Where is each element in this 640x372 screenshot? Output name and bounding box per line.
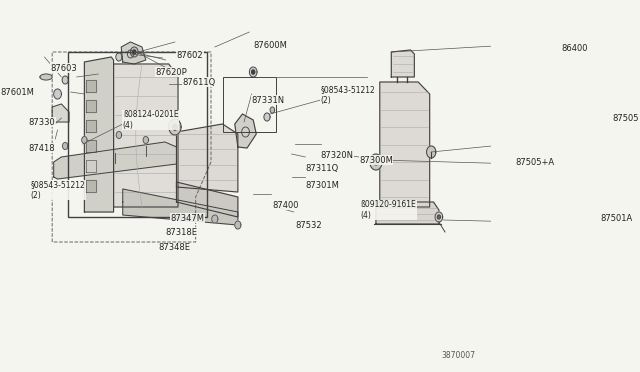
Text: 87400: 87400 <box>273 201 299 209</box>
Text: 87600M: 87600M <box>253 41 287 49</box>
Text: 87505+A: 87505+A <box>516 157 555 167</box>
Polygon shape <box>132 50 136 54</box>
Polygon shape <box>391 50 414 77</box>
Polygon shape <box>127 50 134 58</box>
Polygon shape <box>86 160 96 172</box>
Text: 87301M: 87301M <box>305 180 339 189</box>
Polygon shape <box>435 212 443 222</box>
Polygon shape <box>264 113 270 121</box>
Polygon shape <box>376 202 439 224</box>
Text: ß08124-0201E
(4): ß08124-0201E (4) <box>123 110 179 130</box>
Polygon shape <box>131 47 138 57</box>
Text: 87620P: 87620P <box>155 67 187 77</box>
Text: 87300M: 87300M <box>359 155 393 164</box>
Text: §08543-51212
(2): §08543-51212 (2) <box>321 85 376 105</box>
Polygon shape <box>252 70 255 74</box>
Polygon shape <box>123 189 238 225</box>
Text: 87331N: 87331N <box>252 96 285 105</box>
Polygon shape <box>63 142 68 150</box>
Text: 87501A: 87501A <box>600 214 632 222</box>
Polygon shape <box>121 42 146 64</box>
Text: 87311Q: 87311Q <box>305 164 339 173</box>
Text: §08543-51212
(2): §08543-51212 (2) <box>31 180 86 200</box>
Polygon shape <box>86 80 96 92</box>
Text: 87318E: 87318E <box>166 228 198 237</box>
Polygon shape <box>54 142 177 179</box>
Polygon shape <box>40 74 52 80</box>
Polygon shape <box>374 159 378 165</box>
Polygon shape <box>54 89 61 99</box>
Polygon shape <box>113 64 178 207</box>
Polygon shape <box>84 57 113 212</box>
Polygon shape <box>143 137 148 144</box>
Bar <box>223 77 276 132</box>
Polygon shape <box>169 119 181 135</box>
Polygon shape <box>82 137 87 144</box>
Polygon shape <box>370 154 382 170</box>
Polygon shape <box>116 53 122 61</box>
Polygon shape <box>235 221 241 229</box>
Polygon shape <box>62 76 68 84</box>
Polygon shape <box>212 215 218 223</box>
Text: ß09120-9161E
(4): ß09120-9161E (4) <box>360 200 417 220</box>
Text: 86400: 86400 <box>562 44 588 52</box>
Polygon shape <box>177 182 238 217</box>
Text: 87418: 87418 <box>29 144 55 153</box>
Polygon shape <box>177 124 238 192</box>
Polygon shape <box>235 114 256 148</box>
Text: 87330: 87330 <box>29 118 55 126</box>
Polygon shape <box>86 180 96 192</box>
Polygon shape <box>86 100 96 112</box>
Polygon shape <box>116 131 122 138</box>
Polygon shape <box>250 67 257 77</box>
Polygon shape <box>427 146 436 158</box>
Text: 87505: 87505 <box>612 113 639 122</box>
Bar <box>67 52 207 217</box>
Text: 87611Q: 87611Q <box>182 77 216 87</box>
Text: 87601M: 87601M <box>1 87 35 96</box>
Text: 87348E: 87348E <box>158 244 190 253</box>
Polygon shape <box>270 107 275 113</box>
Text: 87603: 87603 <box>50 64 77 73</box>
Text: 87602: 87602 <box>177 51 203 60</box>
Text: 87320N: 87320N <box>321 151 354 160</box>
Text: 3870007: 3870007 <box>442 351 476 360</box>
Text: 87347M: 87347M <box>170 214 204 222</box>
Polygon shape <box>380 82 429 207</box>
Polygon shape <box>437 215 440 219</box>
Polygon shape <box>86 120 96 132</box>
Polygon shape <box>52 104 69 122</box>
Text: 87532: 87532 <box>296 221 322 230</box>
Polygon shape <box>173 124 177 130</box>
Polygon shape <box>86 140 96 152</box>
